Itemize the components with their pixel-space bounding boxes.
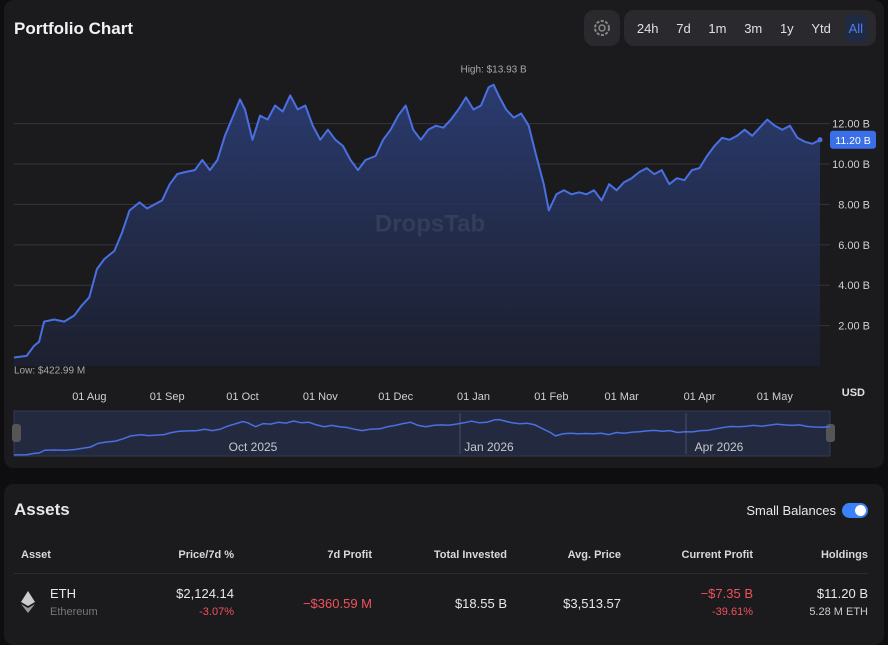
range-button[interactable]: Ytd (811, 20, 831, 36)
x-tick-label: 01 May (757, 391, 794, 403)
current-profit-pct: -39.61% (712, 606, 753, 618)
range-buttons: 24h 7d 1m 3m 1y Ytd All (624, 10, 876, 46)
x-tick-label: 01 Feb (534, 391, 568, 403)
x-tick-label: 01 Aug (72, 391, 106, 403)
navigator-label: Apr 2026 (695, 440, 744, 454)
price-line (13, 83, 821, 359)
x-tick-label: 01 Dec (378, 391, 413, 403)
x-tick-label: 01 Oct (226, 391, 258, 403)
row-divider (14, 573, 868, 574)
y-tick-label: 6.00 B (838, 240, 870, 252)
low-label: Low: $422.99 M (14, 365, 85, 376)
area-fill (14, 84, 820, 366)
gear-icon (594, 20, 610, 36)
y-tick-label: 8.00 B (838, 199, 870, 211)
holdings: $11.20 B (816, 586, 868, 601)
column-header: Total Invested (433, 549, 507, 561)
column-header: Asset (21, 549, 51, 561)
price: $2,124.14 (176, 586, 234, 601)
column-header: Avg. Price (567, 549, 621, 561)
toggle-label: Small Balances (746, 503, 836, 518)
holdings-amount: 5.28 M ETH (809, 606, 868, 618)
profit-7d: −$360.59 M (302, 596, 372, 611)
column-header: 7d Profit (327, 549, 372, 561)
high-label: High: $13.93 B (460, 65, 526, 76)
chart-title: Portfolio Chart (14, 19, 133, 38)
avg-price: $3,513.57 (563, 596, 621, 611)
navigator-label: Oct 2025 (229, 440, 278, 454)
navigator-handle[interactable] (826, 424, 835, 442)
x-tick-label: 01 Jan (457, 391, 490, 403)
navigator-handle[interactable] (12, 424, 21, 442)
range-button[interactable]: 3m (744, 20, 763, 36)
x-tick-label: 01 Apr (684, 391, 716, 403)
navigator-label: Jan 2026 (464, 440, 514, 454)
toggle[interactable] (842, 503, 868, 518)
price-change: -3.07% (199, 606, 234, 618)
eth-icon (21, 591, 35, 613)
y-tick-label: 2.00 B (838, 321, 870, 333)
asset-symbol: ETH (50, 586, 76, 601)
range-button[interactable]: 7d (676, 20, 691, 36)
settings-button[interactable] (584, 10, 620, 46)
column-header: Current Profit (681, 549, 754, 561)
current-label: 11.20 B (835, 135, 870, 147)
x-tick-label: 01 Mar (605, 391, 640, 403)
current-tag (830, 130, 876, 149)
navigator-line (13, 418, 831, 456)
y-tick-label: 4.00 B (838, 280, 870, 292)
y-tick-label: 12.00 B (832, 119, 870, 131)
x-tick-label: 01 Nov (303, 391, 338, 403)
currency-label: USD (842, 387, 865, 399)
column-header: Price/7d % (178, 549, 234, 561)
current-dot (817, 137, 823, 143)
assets-title: Assets (14, 500, 70, 519)
range-button[interactable]: 1y (779, 20, 794, 36)
chart: Portfolio Chart Oct 2025 Jan 2026 Apr 20… (12, 19, 876, 457)
range-button[interactable]: 1m (708, 20, 727, 36)
range-button[interactable]: 24h (636, 20, 659, 36)
current-profit: −$7.35 B (700, 586, 753, 601)
range-button[interactable]: All (844, 14, 868, 42)
x-tick-label: 01 Sep (150, 391, 185, 403)
y-tick-label: 10.00 B (832, 159, 870, 171)
column-header: Holdings (820, 549, 868, 561)
total-invested: $18.55 B (454, 596, 507, 611)
watermark: DropsTab (375, 210, 485, 237)
assets-panel (4, 484, 884, 645)
asset-name: Ethereum (50, 606, 98, 618)
